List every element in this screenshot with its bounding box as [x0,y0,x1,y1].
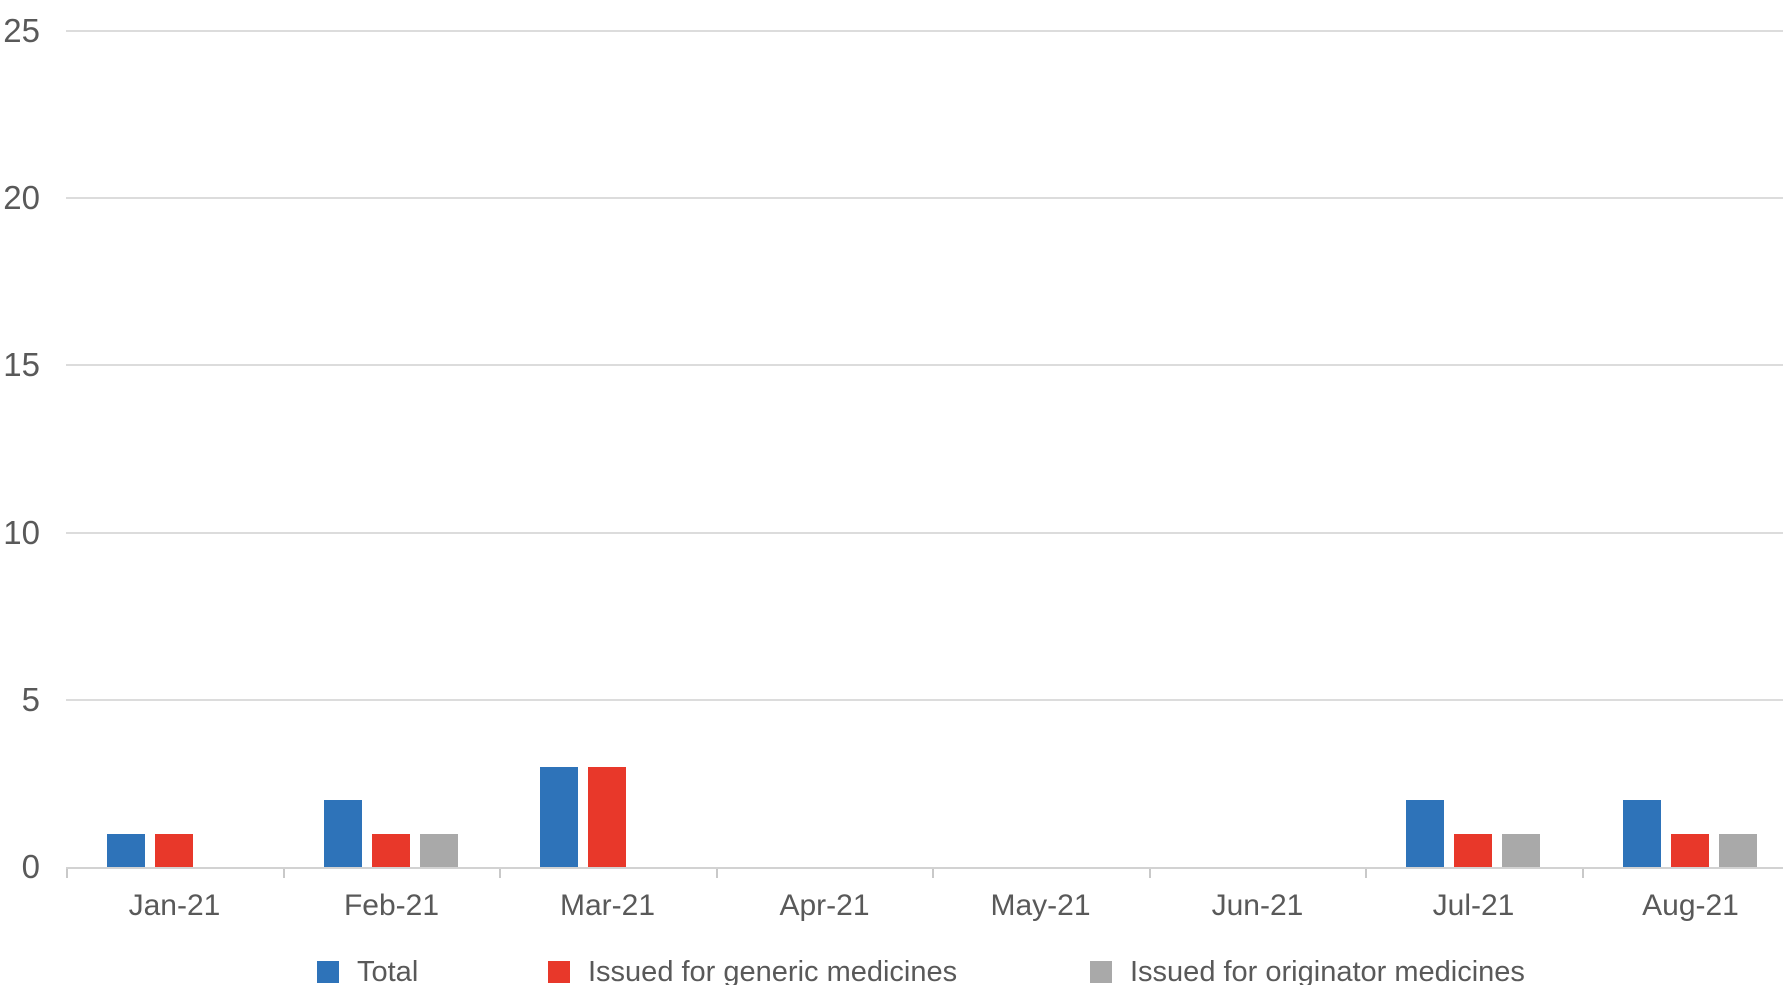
x-axis-tick [932,869,934,878]
bar [1719,834,1757,867]
x-axis-category-label: Jun-21 [1211,889,1304,922]
x-axis-category-label: Mar-21 [559,889,656,922]
x-axis-tick [283,869,285,878]
x-axis-tick [66,869,68,878]
legend-item: Issued for originator medicines [1090,957,1525,985]
x-axis-category-label: Apr-21 [779,889,870,922]
gridline [66,364,1783,367]
legend-swatch-icon [548,961,570,983]
bar [155,834,193,867]
bar [1623,800,1661,867]
y-axis-tick-label: 20 [3,179,40,217]
x-axis-line [66,867,1783,869]
y-axis-tick-label: 10 [3,513,40,551]
bar [540,767,578,867]
bar [372,834,410,867]
legend-swatch-icon [317,961,339,983]
x-axis-category-label: Jul-21 [1432,889,1515,922]
gridline [66,531,1783,534]
x-axis-category-label: Aug-21 [1642,889,1739,922]
x-axis-tick [1582,869,1584,878]
legend-swatch-icon [1090,961,1112,983]
y-axis-tick-label: 0 [21,848,40,885]
bar [588,767,626,867]
bar [324,800,362,867]
legend-label: Issued for generic medicines [588,956,958,985]
bar [1454,834,1492,867]
x-axis-category-label: May-21 [990,889,1091,922]
gridline [66,30,1783,32]
legend-label: Issued for originator medicines [1130,956,1525,985]
x-axis-tick [716,869,718,878]
legend-item: Total [317,957,418,985]
x-axis-category-label: Jan-21 [128,889,221,922]
bar [420,834,458,867]
bar [1671,834,1709,867]
y-axis-tick-label: 5 [21,680,40,718]
gridline [66,197,1783,200]
x-axis-tick [1365,869,1367,878]
bar [1502,834,1540,867]
legend-label: Total [357,956,419,985]
bar [107,834,145,867]
y-axis-tick-label: 25 [3,12,40,49]
gridline [66,698,1783,701]
x-axis-tick [1149,869,1151,878]
legend-item: Issued for generic medicines [548,957,957,985]
x-axis-category-label: Feb-21 [343,889,440,922]
bar [1406,800,1444,867]
y-axis-tick-label: 15 [3,346,40,384]
x-axis-tick [499,869,501,878]
